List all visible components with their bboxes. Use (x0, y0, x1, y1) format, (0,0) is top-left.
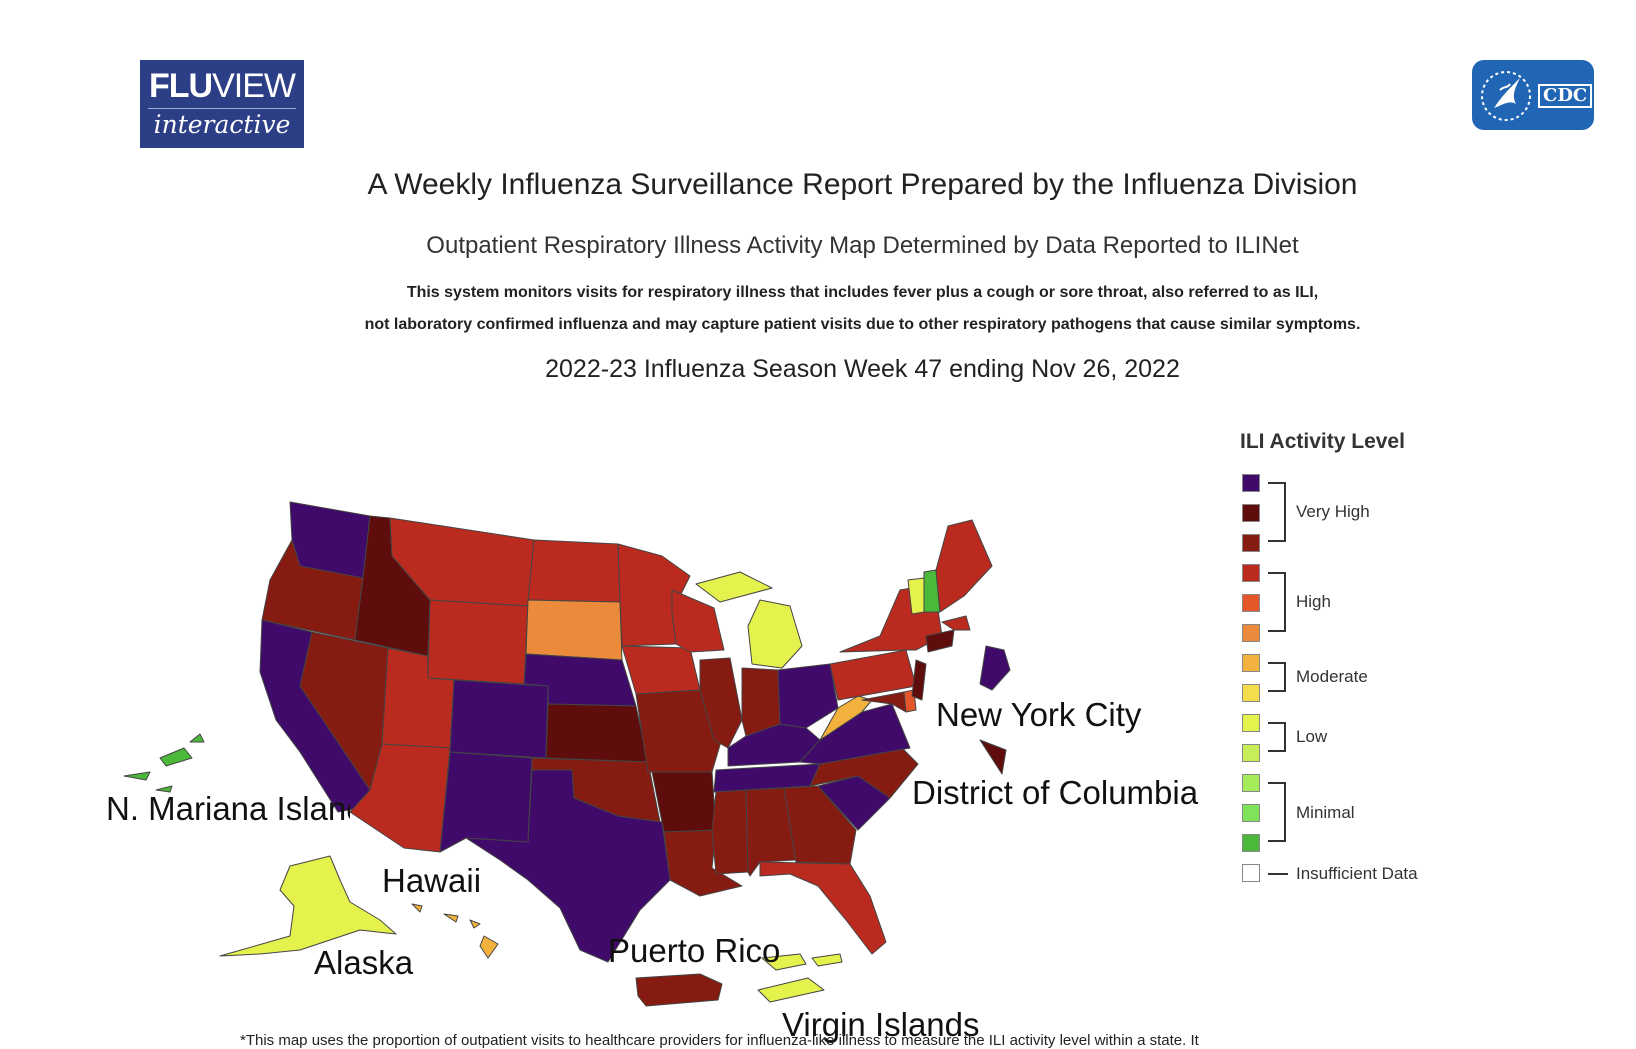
inset-dc[interactable] (979, 739, 1007, 775)
state-ms[interactable] (711, 789, 749, 875)
territory-pr[interactable] (635, 973, 723, 1007)
label-alaska: Alaska (314, 944, 414, 981)
state-nj[interactable] (911, 659, 927, 701)
legend-swatch-very-high-0 (1242, 474, 1260, 492)
state-ma[interactable] (941, 615, 971, 631)
legend-swatch-moderate-6 (1242, 654, 1260, 672)
state-ak[interactable] (219, 855, 397, 957)
state-oh[interactable] (777, 663, 839, 729)
legend-swatch-minimal-12 (1242, 834, 1260, 852)
legend-title: ILI Activity Level (1240, 430, 1405, 453)
state-mo[interactable] (635, 689, 723, 773)
legend-label-very-high: Very High (1296, 502, 1370, 521)
state-co[interactable] (449, 679, 549, 759)
legend-bracket-very-high (1268, 482, 1286, 542)
territory-nmi[interactable] (123, 733, 205, 793)
state-ia[interactable] (621, 645, 701, 695)
state-nm[interactable] (439, 751, 533, 853)
cdc-wordmark: CDC (1538, 84, 1593, 108)
legend-dash-insufficient (1268, 873, 1288, 875)
state-fl[interactable] (759, 861, 887, 955)
legend-swatch-low-9 (1242, 744, 1260, 762)
state-wy[interactable] (427, 599, 529, 685)
label-puerto-rico: Puerto Rico (608, 932, 781, 969)
description-line-1: This system monitors visits for respirat… (406, 284, 1319, 301)
fluview-logo-line1: FLUVIEW (149, 67, 296, 105)
state-nd[interactable] (527, 539, 621, 603)
state-mi[interactable] (747, 599, 803, 669)
state-wv[interactable] (819, 695, 873, 741)
inset-nyc[interactable] (979, 645, 1011, 691)
legend-swatch-low-8 (1242, 714, 1260, 732)
label-hawaii: Hawaii (382, 862, 482, 899)
cdc-logo[interactable]: CDC (1472, 60, 1594, 130)
state-hi[interactable] (411, 903, 499, 959)
legend-swatch-moderate-7 (1242, 684, 1260, 702)
ili-legend: ILI Activity Level Very High High Modera… (1240, 430, 1540, 900)
legend-label-low: Low (1296, 727, 1328, 746)
state-ga[interactable] (783, 785, 857, 865)
legend-label-moderate: Moderate (1296, 667, 1368, 686)
label-new-york-city: New York City (936, 696, 1142, 733)
legend-bracket-high (1268, 572, 1286, 632)
label-district-of-columbia: District of Columbia (912, 774, 1199, 811)
state-ks[interactable] (545, 703, 649, 763)
legend-label-high: High (1296, 592, 1331, 611)
report-title: A Weekly Influenza Surveillance Report P… (367, 168, 1358, 201)
state-sd[interactable] (525, 599, 623, 661)
hhs-eagle-icon (1481, 71, 1531, 121)
legend-swatch-high-5 (1242, 624, 1260, 642)
legend-bracket-low (1268, 722, 1286, 752)
state-ct[interactable] (925, 629, 955, 653)
legend-swatch-very-high-2 (1242, 534, 1260, 552)
legend-swatch-minimal-11 (1242, 804, 1260, 822)
map-subtitle: Outpatient Respiratory Illness Activity … (426, 232, 1299, 259)
fluview-logo-line2: interactive (148, 108, 296, 139)
territory-vi[interactable] (757, 953, 843, 1003)
season-heading: 2022-23 Influenza Season Week 47 ending … (545, 355, 1180, 383)
description-line-2: not laboratory confirmed influenza and m… (364, 316, 1361, 333)
legend-label-insufficient: Insufficient Data (1296, 864, 1418, 883)
state-ky[interactable] (727, 723, 821, 767)
legend-swatch-minimal-10 (1242, 774, 1260, 792)
fluview-logo[interactable]: FLUVIEW interactive (140, 60, 304, 148)
legend-swatch-high-4 (1242, 594, 1260, 612)
legend-swatch-very-high-1 (1242, 504, 1260, 522)
map-footnote: *This map uses the proportion of outpati… (240, 1032, 1199, 1049)
state-me[interactable] (935, 519, 993, 613)
legend-bracket-moderate (1268, 662, 1286, 692)
label-n-mariana-islands: N. Mariana Islands (106, 790, 350, 827)
state-wi[interactable] (671, 589, 725, 653)
state-tx[interactable] (465, 769, 671, 963)
state-mi-upper[interactable] (695, 571, 773, 603)
legend-label-minimal: Minimal (1296, 803, 1355, 822)
legend-swatch-high-3 (1242, 564, 1260, 582)
legend-swatch-insufficient (1242, 864, 1260, 882)
legend-bracket-minimal (1268, 782, 1286, 842)
